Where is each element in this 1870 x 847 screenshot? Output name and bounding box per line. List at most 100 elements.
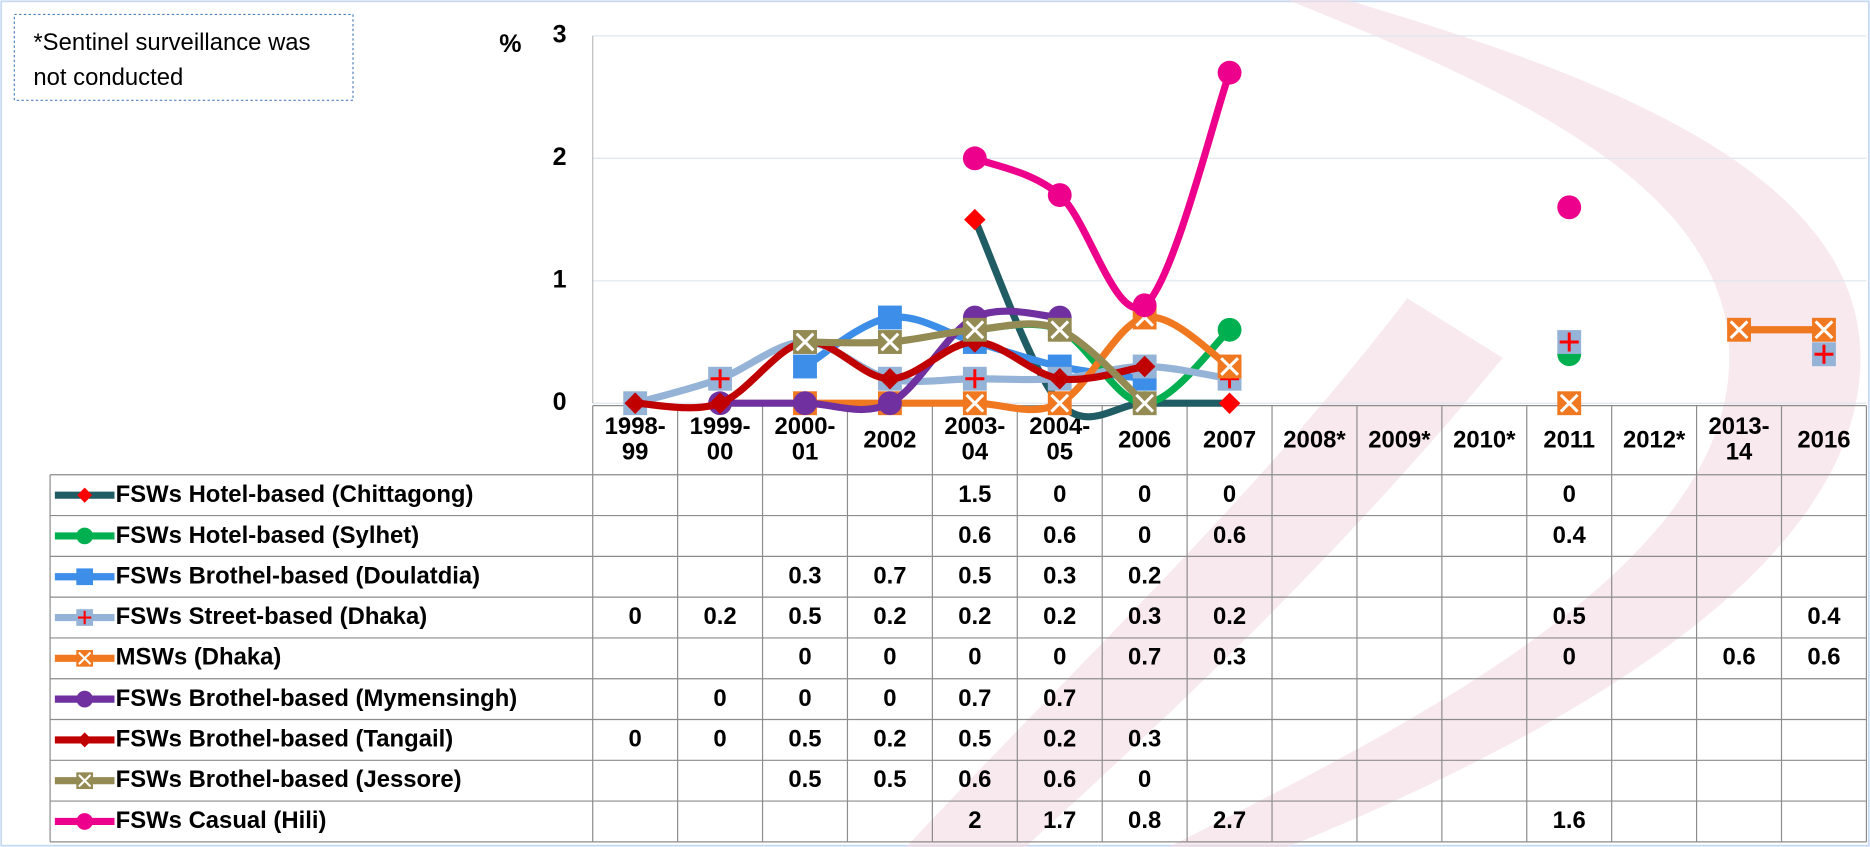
table-value-box: 0 — [629, 604, 642, 629]
table-value-box: 0.5 — [1553, 604, 1586, 629]
legend-marker — [76, 568, 94, 586]
data-point — [709, 392, 731, 414]
marker-sign — [880, 332, 900, 352]
table-value: 0 — [1138, 766, 1152, 794]
y-tick-label: 2 — [553, 143, 567, 171]
table-value: 0.2 — [873, 603, 907, 631]
data-point — [76, 813, 94, 830]
x-tick-label: 1998-99 — [604, 413, 666, 466]
table-value-box: 0 — [1563, 645, 1576, 670]
table-value: 0.6 — [1043, 522, 1077, 549]
legend-marker — [77, 487, 93, 503]
data-point — [877, 330, 902, 354]
data-point — [962, 366, 987, 391]
data-point — [708, 366, 733, 391]
table-value-box: 0 — [1138, 766, 1152, 794]
note-text: *Sentinel surveillance was not conducted — [33, 29, 311, 91]
table-value-box: 0.7 — [958, 685, 992, 712]
x-tick-label: 1999-00 — [689, 413, 751, 466]
table-value-box: 0 — [1138, 482, 1151, 507]
x-tick-label-box: 2000-01 — [774, 413, 836, 466]
x-tick-label-box: 2012* — [1623, 427, 1685, 452]
table-value: 0.6 — [1807, 644, 1841, 671]
legend-marker — [76, 772, 94, 790]
data-point — [1217, 317, 1242, 342]
data-point — [962, 391, 987, 416]
table-value-box: 0.2 — [873, 726, 907, 753]
table-value: 0.3 — [1128, 726, 1162, 753]
legend-label-box: FSWs Brothel-based (Mymensingh) — [116, 686, 518, 711]
table-value: 0 — [628, 726, 642, 753]
data-point — [793, 391, 817, 416]
table-value-box: 0 — [883, 685, 897, 712]
x-tick-label: 2016 — [1797, 426, 1851, 453]
table-value: 0.5 — [958, 726, 992, 753]
data-point — [1133, 355, 1156, 378]
legend-label: FSWs Brothel-based (Doulatdia) — [115, 563, 481, 590]
table-value-box: 0 — [1563, 482, 1576, 507]
table-value-box: 0 — [1138, 522, 1152, 549]
table-value-box: 0.3 — [1213, 645, 1246, 670]
table-value-box: 0.5 — [788, 604, 821, 629]
data-point — [877, 305, 902, 330]
x-tick-label-box: 2009* — [1368, 427, 1430, 452]
legend-marker — [77, 732, 93, 748]
x-tick-label-box: 1999-00 — [689, 413, 751, 466]
table-value: 0.2 — [1043, 603, 1077, 631]
marker-sign — [1729, 320, 1749, 340]
data-point — [76, 772, 94, 790]
marker-sign — [795, 332, 815, 352]
marker-sign — [965, 320, 985, 340]
table-value-box: 0.5 — [873, 767, 906, 792]
y-tick-label: 3 — [553, 21, 567, 49]
table-value: 1.7 — [1043, 807, 1077, 834]
table-value-box: 0.4 — [1807, 604, 1840, 629]
table-value: 0.2 — [958, 603, 992, 631]
table-value-box: 0 — [798, 686, 811, 711]
table-value: 0 — [883, 685, 897, 712]
table-value: 0.7 — [958, 685, 992, 712]
table-value: 0 — [968, 644, 982, 671]
data-point — [76, 690, 94, 708]
y-tick-label: 1 — [553, 265, 567, 293]
table-value-box: 0.6 — [958, 523, 991, 548]
table-value: 0.3 — [1128, 603, 1162, 631]
table-value: 0.2 — [873, 726, 907, 753]
table-value: 1.6 — [1552, 807, 1586, 834]
table-value-box: 0.2 — [1043, 727, 1076, 752]
table-value-box: 0.6 — [1043, 522, 1077, 549]
legend-label-box: FSWs Brothel-based (Doulatdia) — [115, 563, 481, 590]
table-value-box: 0.2 — [1128, 564, 1161, 589]
table-value-box: 0 — [1053, 482, 1066, 507]
legend-marker — [76, 649, 94, 667]
legend-marker — [76, 527, 94, 545]
marker-box — [76, 568, 94, 586]
legend-label: FSWs Brothel-based (Tangail) — [115, 726, 454, 753]
table-value-box: 0.2 — [958, 603, 992, 631]
data-point — [1218, 392, 1241, 414]
x-tick-label: 2007 — [1203, 426, 1257, 453]
note-box — [13, 13, 354, 101]
table-value: 0.5 — [788, 726, 822, 753]
table-value-box: 0.6 — [1213, 523, 1246, 548]
legend-label-box: FSWs Brothel-based (Tangail) — [115, 726, 454, 753]
table-value: 0 — [1138, 522, 1152, 549]
table-value-box: 0.4 — [1553, 523, 1586, 548]
table-value: 0.3 — [1043, 563, 1077, 590]
data-point — [1812, 317, 1836, 342]
table-value: 0.5 — [958, 563, 992, 590]
table-value: 0 — [713, 685, 727, 712]
table-value: 0.6 — [958, 766, 992, 794]
data-point — [1557, 330, 1582, 354]
x-tick-label: 2000-01 — [774, 413, 836, 466]
legend-label-box: FSWs Hotel-based (Sylhet) — [116, 523, 419, 548]
ribbon-decoration — [906, 298, 1503, 847]
marker-sign — [78, 774, 92, 788]
data-point — [962, 317, 987, 342]
x-tick-label: 2011 — [1543, 426, 1596, 453]
x-tick-label: 2006 — [1118, 426, 1172, 453]
table-value-box: 2 — [968, 808, 981, 833]
table-value-box: 0.6 — [1807, 644, 1841, 671]
